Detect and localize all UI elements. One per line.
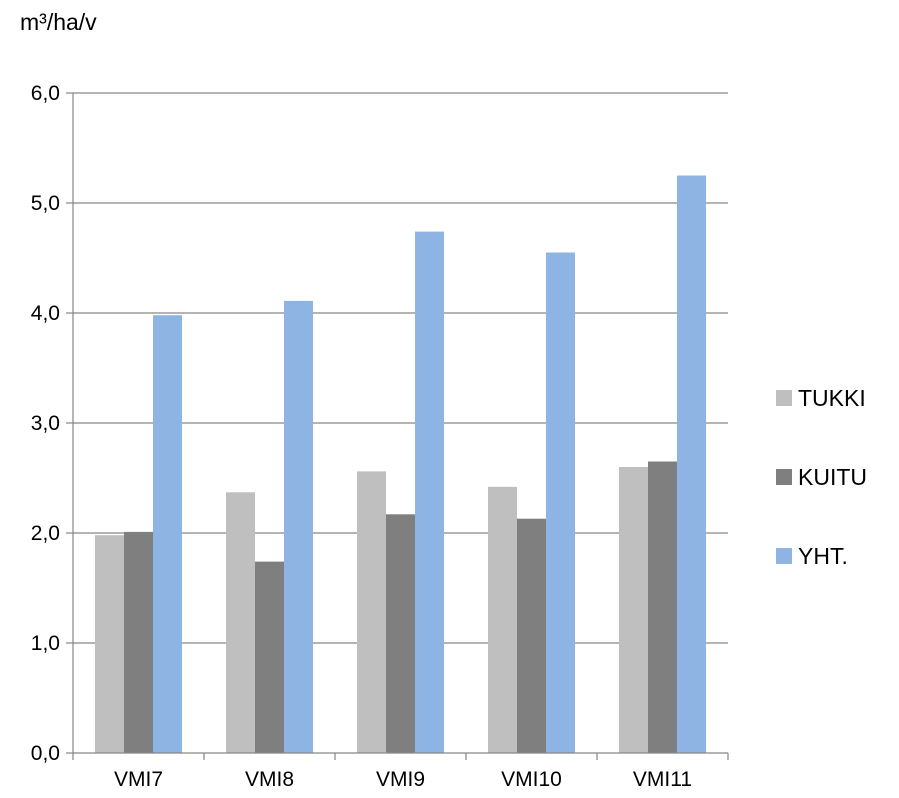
y-tick-label: 0,0 — [31, 742, 60, 765]
x-tick-label: VMI9 — [376, 768, 425, 791]
y-tick-label: 1,0 — [31, 632, 60, 655]
bar-tukki-vmi11 — [619, 467, 648, 753]
y-tick-labels: 0,0 1,0 2,0 3,0 4,0 5,0 6,0 — [31, 82, 60, 765]
x-tick-label: VMI7 — [114, 768, 163, 791]
x-tick-label: VMI11 — [633, 768, 692, 791]
bar-tukki-vmi10 — [488, 486, 517, 753]
legend-swatch — [776, 390, 792, 406]
bar-kuitu-vmi11 — [648, 461, 677, 753]
bar-tukki-vmi8 — [226, 492, 255, 753]
bar-yht-vmi11 — [677, 175, 706, 753]
legend-label: YHT. — [798, 543, 848, 569]
axes — [72, 93, 728, 754]
bar-tukki-vmi7 — [95, 535, 124, 753]
y-tick-label: 6,0 — [31, 82, 60, 105]
x-tick-label: VMI10 — [501, 768, 562, 791]
y-tick-label: 5,0 — [31, 192, 60, 215]
bar-kuitu-vmi10 — [517, 518, 546, 753]
legend-label: KUITU — [798, 464, 867, 490]
y-tick-label: 4,0 — [31, 302, 60, 325]
legend-swatch — [776, 548, 792, 564]
bar-tukki-vmi9 — [357, 471, 386, 753]
bar-kuitu-vmi8 — [255, 561, 284, 753]
x-tick-label: VMI8 — [245, 768, 294, 791]
gridlines — [66, 92, 729, 760]
x-tick-labels: VMI7 VMI8 VMI9 VMI10 VMI11 — [114, 768, 692, 791]
legend-label: TUKKI — [798, 385, 866, 411]
bar-kuitu-vmi9 — [386, 514, 415, 753]
y-tick-label: 3,0 — [31, 412, 60, 435]
bar-yht-vmi7 — [153, 315, 182, 753]
legend: TUKKI KUITU YHT. — [776, 385, 867, 569]
bar-kuitu-vmi7 — [124, 531, 153, 753]
y-tick-label: 2,0 — [31, 522, 60, 545]
legend-swatch — [776, 469, 792, 485]
bar-yht-vmi9 — [415, 231, 444, 754]
bars — [95, 175, 706, 754]
bar-yht-vmi8 — [284, 300, 313, 753]
y-axis-unit-label: m³/ha/v — [20, 9, 97, 35]
bar-yht-vmi10 — [546, 252, 575, 753]
